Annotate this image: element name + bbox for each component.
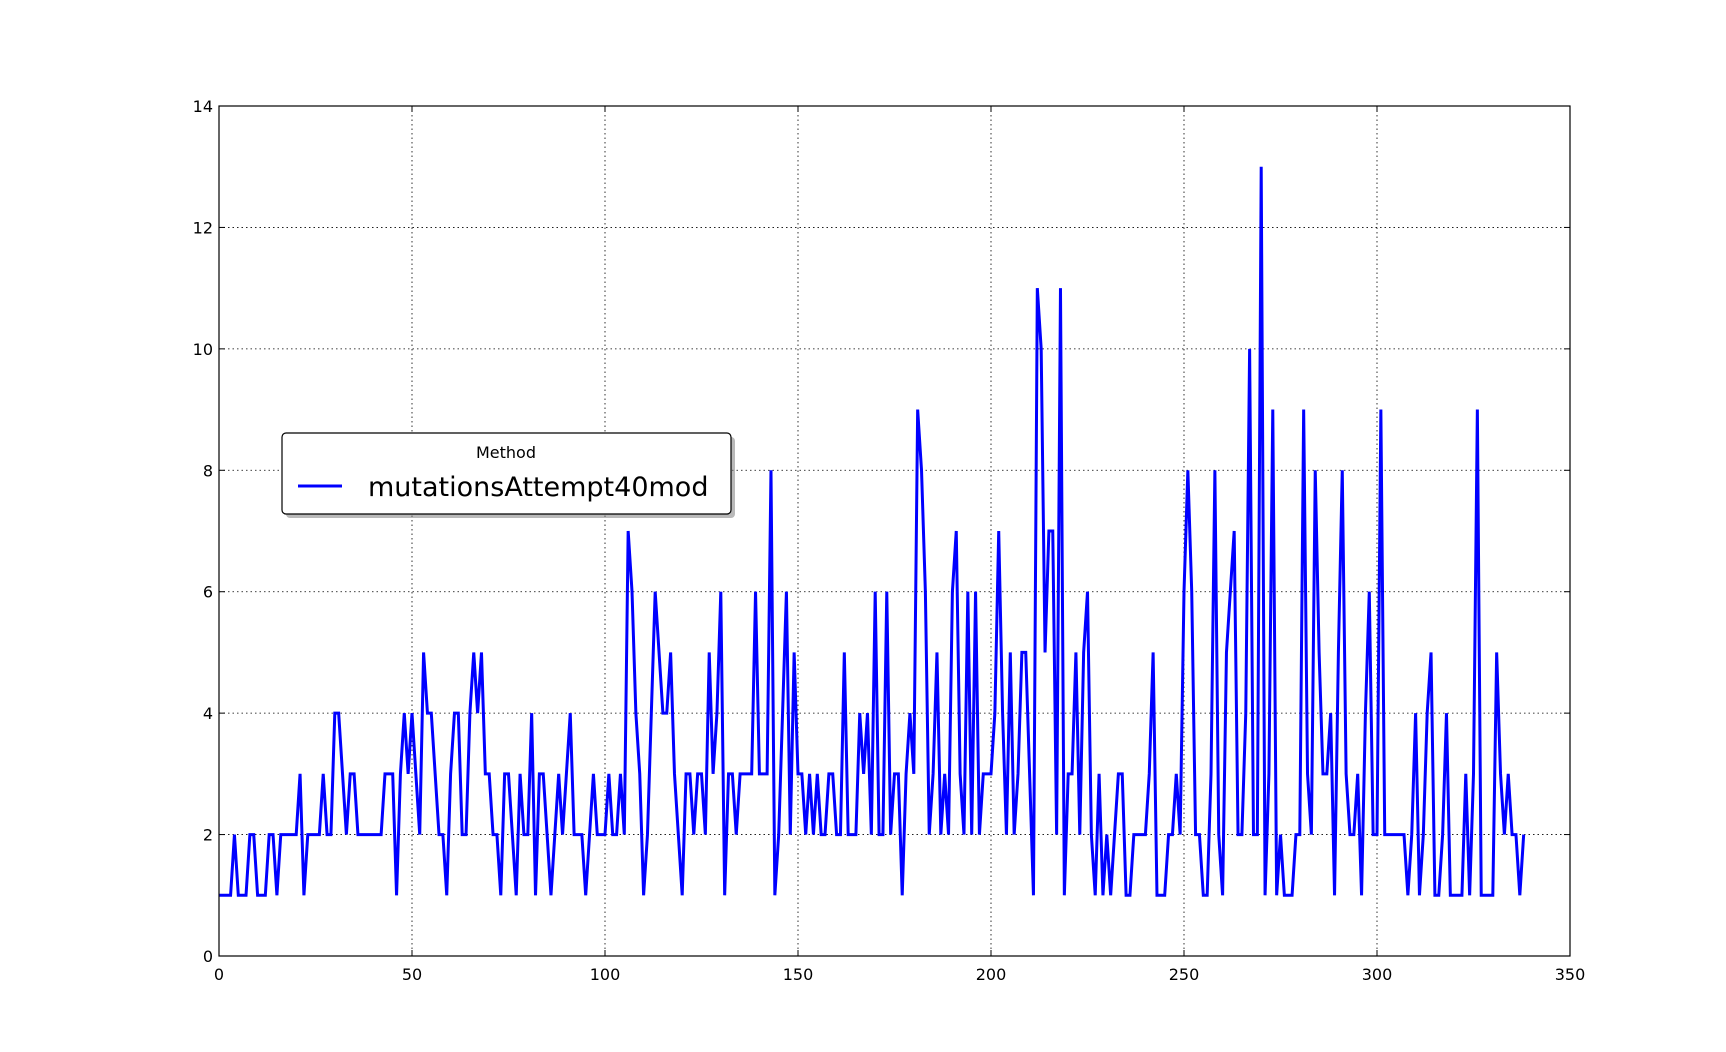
y-tick-label: 2 [203, 826, 213, 845]
legend-title: Method [476, 443, 536, 462]
x-tick-label: 0 [214, 965, 224, 984]
legend: Method mutationsAttempt40mod [281, 432, 735, 518]
x-tick-label: 50 [402, 965, 422, 984]
x-tick-label: 150 [783, 965, 814, 984]
y-tick-label: 10 [193, 340, 213, 359]
series-line-mutationsattempt40mod [219, 166, 1526, 897]
x-tick-label: 350 [1555, 965, 1586, 984]
axis-ticks [218, 105, 1571, 957]
x-tick-label: 250 [1169, 965, 1200, 984]
tick-labels: 0 50 100 150 200 250 300 350 0 2 4 6 8 10 12 14 [193, 97, 1586, 984]
y-tick-label: 14 [193, 97, 213, 116]
legend-entry-mutationsattempt40mod: mutationsAttempt40mod [368, 472, 708, 503]
axes-frame [218, 105, 1571, 957]
y-tick-label: 0 [203, 947, 213, 966]
y-tick-label: 12 [193, 218, 213, 237]
x-tick-label: 300 [1362, 965, 1393, 984]
y-tick-label: 4 [203, 704, 213, 723]
plot-area [219, 166, 1526, 897]
y-tick-label: 8 [203, 461, 213, 480]
legend-box [281, 432, 732, 515]
x-tick-label: 200 [976, 965, 1007, 984]
x-tick-label: 100 [590, 965, 621, 984]
y-tick-label: 6 [203, 583, 213, 602]
